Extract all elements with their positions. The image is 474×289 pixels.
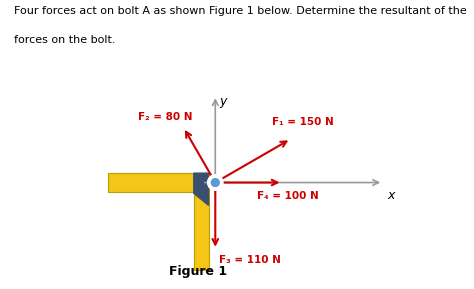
Text: Four forces act on bolt A as shown Figure 1 below. Determine the resultant of th: Four forces act on bolt A as shown Figur… (14, 6, 467, 16)
Polygon shape (194, 173, 209, 205)
Text: F₂ = 80 N: F₂ = 80 N (138, 112, 192, 122)
Text: F₁ = 150 N: F₁ = 150 N (273, 118, 334, 127)
Text: F₄ = 100 N: F₄ = 100 N (257, 190, 319, 201)
Text: y: y (219, 95, 227, 108)
Bar (108, 173, 209, 192)
Text: forces on the bolt.: forces on the bolt. (14, 35, 116, 45)
Text: x: x (387, 189, 394, 202)
Circle shape (209, 177, 221, 189)
Circle shape (208, 175, 223, 190)
Text: Figure 1: Figure 1 (169, 265, 228, 278)
Bar (194, 192, 209, 270)
Text: F₃ = 110 N: F₃ = 110 N (219, 255, 281, 265)
